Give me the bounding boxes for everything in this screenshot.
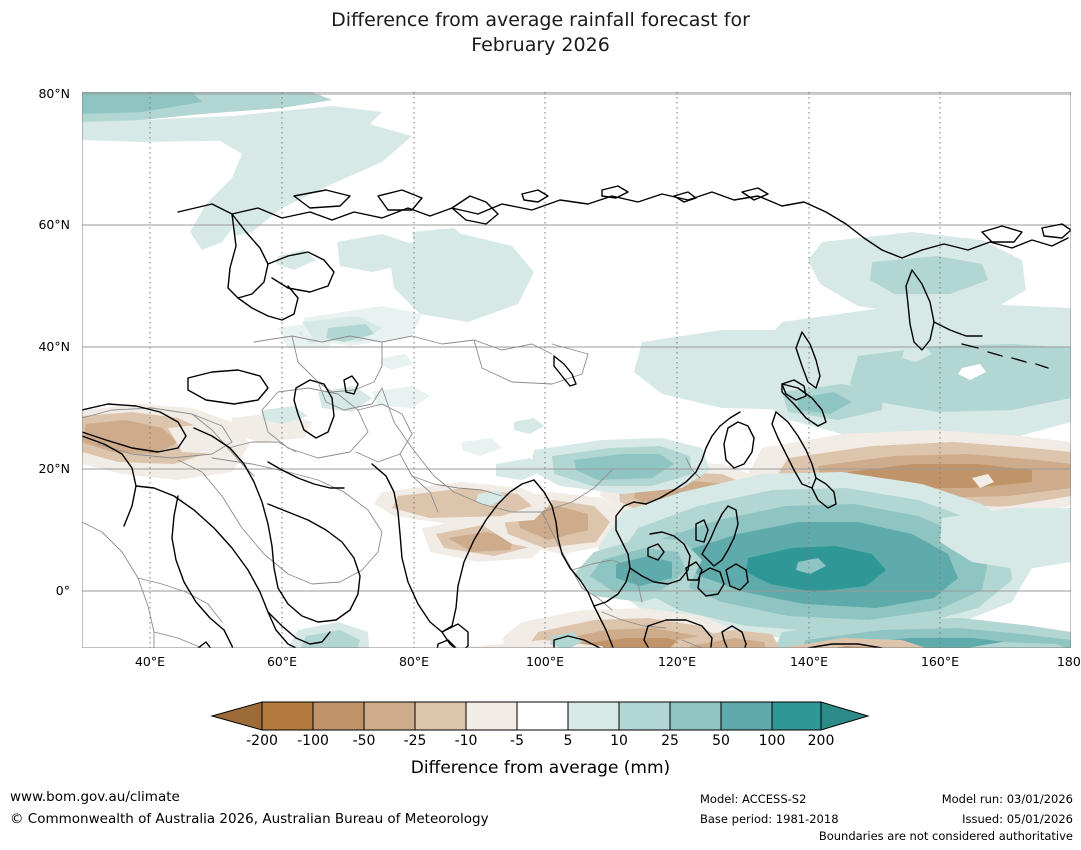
footer-model-run: Model run: 03/01/2026 (941, 792, 1073, 806)
rainfall-anomaly-map (82, 92, 1071, 648)
colorbar-cell-100-200 (771, 701, 822, 731)
colorbar-cell-10-25 (618, 701, 671, 731)
colorbar-extend-low (210, 701, 263, 731)
cb-tick--50: -50 (352, 733, 376, 749)
cb-tick-10: 10 (610, 733, 628, 749)
country-borders (82, 335, 705, 648)
cb-tick--25: -25 (403, 733, 427, 749)
colorbar-cell--10--5 (465, 701, 518, 731)
longitude-axis: 40°E 60°E 80°E 100°E 120°E 140°E 160°E 1… (82, 654, 1081, 675)
ytick-20n: 20°N (38, 461, 70, 476)
coastlines (82, 185, 1071, 648)
xtick-180: 180° (1056, 654, 1081, 669)
colorbar-cell--50--25 (363, 701, 416, 731)
footer-copyright: © Commonwealth of Australia 2026, Austra… (10, 811, 489, 827)
cb-tick--10: -10 (454, 733, 478, 749)
footer-model: Model: ACCESS-S2 (700, 792, 807, 806)
xtick-140e: 140°E (789, 654, 828, 669)
colorbar-cell--5-5 (516, 701, 569, 731)
footer-boundaries-note: Boundaries are not considered authoritat… (818, 829, 1073, 843)
xtick-100e: 100°E (525, 654, 564, 669)
ytick-0: 0° (55, 583, 70, 598)
cb-tick-50: 50 (712, 733, 730, 749)
colorbar-swatches (210, 701, 870, 731)
cb-tick--5: -5 (510, 733, 524, 749)
ytick-80n: 80°N (38, 86, 70, 101)
cb-tick--100: -100 (297, 733, 329, 749)
ytick-60n: 60°N (38, 217, 70, 232)
anomaly-contour-fills (82, 92, 1071, 648)
xtick-160e: 160°E (920, 654, 959, 669)
ytick-40n: 40°N (38, 339, 70, 354)
xtick-120e: 120°E (657, 654, 696, 669)
footer-issued: Issued: 05/01/2026 (962, 812, 1073, 826)
colorbar-cell-50-100 (720, 701, 773, 731)
colorbar-cell-5-10 (567, 701, 620, 731)
cb-tick-100: 100 (758, 733, 786, 749)
colorbar-cell--100--50 (312, 701, 365, 731)
footer-base-period: Base period: 1981-2018 (700, 812, 839, 826)
map-plot-area[interactable] (82, 92, 1071, 648)
colorbar-extend-high (820, 701, 870, 731)
map-gridlines (82, 92, 1071, 648)
latitude-axis: 80°N 60°N 40°N 20°N 0° (0, 87, 78, 648)
colorbar-cell--25--10 (414, 701, 467, 731)
page-title-line1: Difference from average rainfall forecas… (331, 9, 750, 31)
footer-website[interactable]: www.bom.gov.au/climate (10, 789, 180, 805)
xtick-40e: 40°E (134, 654, 166, 669)
colorbar-cell--200--100 (261, 701, 314, 731)
cb-tick-25: 25 (661, 733, 679, 749)
xtick-80e: 80°E (398, 654, 430, 669)
xtick-60e: 60°E (266, 654, 298, 669)
cb-tick-200: 200 (807, 733, 835, 749)
colorbar[interactable] (0, 698, 1081, 738)
footer-dates-block: Model run: 03/01/2026 Issued: 05/01/2026 (942, 789, 1073, 829)
colorbar-tick-labels: -200 -100 -50 -25 -10 -5 5 10 25 50 100 … (0, 733, 1081, 751)
colorbar-segments (210, 701, 870, 731)
cb-tick-5: 5 (563, 733, 573, 749)
footer-model-block: Model: ACCESS-S2 Base period: 1981-2018 (700, 789, 839, 829)
colorbar-cell-25-50 (669, 701, 722, 731)
page-title: Difference from average rainfall forecas… (0, 8, 1081, 58)
cb-tick--200: -200 (246, 733, 278, 749)
page-title-line2: February 2026 (471, 34, 610, 56)
colorbar-caption: Difference from average (mm) (410, 758, 671, 778)
footer-left-block: www.bom.gov.au/climate © Commonwealth of… (10, 786, 489, 830)
